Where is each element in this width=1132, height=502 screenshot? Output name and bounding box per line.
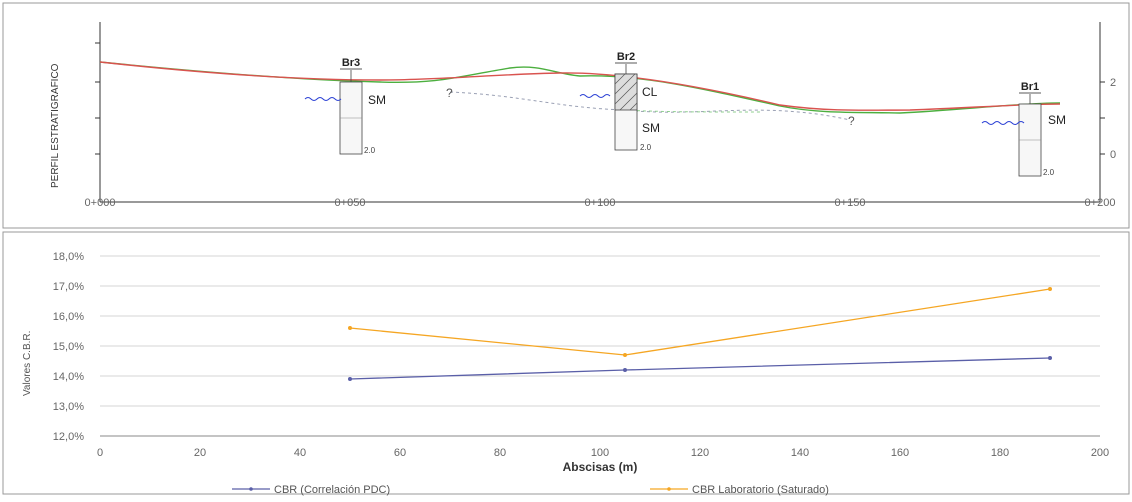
data-point	[348, 377, 352, 381]
data-point	[623, 368, 627, 372]
borehole-name: Br1	[1021, 81, 1039, 93]
x-tick-label: 200	[1091, 447, 1109, 459]
profile-right-tick-label: 2	[1110, 77, 1116, 89]
x-tick-label: 100	[591, 447, 609, 459]
profile-x-tick-label: 0+150	[835, 197, 866, 209]
chart-panel	[2, 231, 1130, 495]
soil-label: SM	[642, 121, 660, 135]
x-tick-label: 140	[791, 447, 809, 459]
x-tick-label: 160	[891, 447, 909, 459]
x-tick-label: 80	[494, 447, 506, 459]
profile-panel	[2, 2, 1130, 229]
y-axis-label: Valores C.B.R.	[22, 331, 33, 396]
legend-swatch-marker	[667, 487, 671, 491]
profile-x-tick-label: 0+050	[335, 197, 366, 209]
borehole-clay-hatch	[614, 73, 638, 111]
water-table-icon	[579, 94, 611, 98]
series-layer	[348, 287, 1052, 381]
borehole-name: Br3	[342, 57, 360, 69]
data-point	[623, 353, 627, 357]
x-tick-label: 180	[991, 447, 1009, 459]
borehole-clay-layer	[614, 73, 638, 111]
profile-x-tick-label: 0+200	[1085, 197, 1116, 209]
y-tick-label: 18,0%	[53, 251, 84, 263]
data-point	[1048, 356, 1052, 360]
x-tick-label: 120	[691, 447, 709, 459]
borehole-depth-note: 2.0	[364, 146, 376, 155]
y-tick-labels: 12,0% 13,0% 14,0% 15,0% 16,0% 17,0% 18,0%	[53, 251, 84, 443]
x-tick-label: 40	[294, 447, 306, 459]
water-table-icon	[981, 121, 1025, 125]
profile-x-tick-label: 0+100	[585, 197, 616, 209]
y-tick-label: 17,0%	[53, 281, 84, 293]
soil-label: SM	[1048, 113, 1066, 127]
y-tick-label: 14,0%	[53, 371, 84, 383]
legend-label: CBR (Correlación PDC)	[274, 484, 390, 496]
x-axis-label: Abscisas (m)	[563, 460, 638, 474]
x-tick-label: 0	[97, 447, 103, 459]
data-point	[348, 326, 352, 330]
profile-title: PERFIL ESTRATIGRAFICO	[50, 63, 61, 188]
question-mark: ?	[848, 114, 855, 128]
x-tick-label: 20	[194, 447, 206, 459]
water-table-icon	[304, 97, 342, 101]
profile-right-tick-label: 0	[1110, 149, 1116, 161]
y-tick-label: 12,0%	[53, 431, 84, 443]
y-tick-label: 16,0%	[53, 311, 84, 323]
y-tick-label: 13,0%	[53, 401, 84, 413]
chart-grid	[100, 255, 1100, 437]
borehole-depth-note: 2.0	[640, 143, 652, 152]
profile-x-tick-label: 0+000	[85, 197, 116, 209]
question-mark: ?	[446, 86, 453, 100]
soil-label: CL	[642, 85, 658, 99]
borehole-name: Br2	[617, 51, 635, 63]
terrain-line-green	[99, 61, 1061, 114]
x-tick-labels: 0 20 40 60 80 100 120 140 160 180 200	[97, 447, 1109, 459]
borehole-depth-note: 2.0	[1043, 168, 1055, 177]
legend-swatch-marker	[249, 487, 253, 491]
y-tick-label: 15,0%	[53, 341, 84, 353]
soil-label: SM	[368, 93, 386, 107]
data-point	[1048, 287, 1052, 291]
legend-label: CBR Laboratorio (Saturado)	[692, 484, 829, 496]
x-tick-label: 60	[394, 447, 406, 459]
